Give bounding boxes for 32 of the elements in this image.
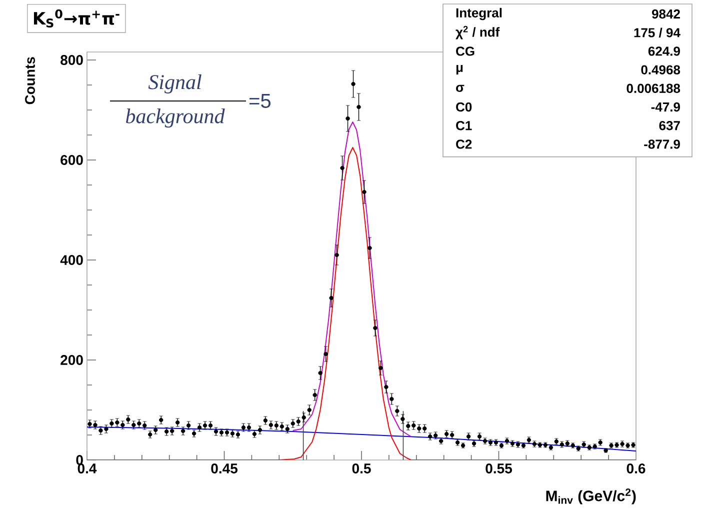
text: 0.4968 xyxy=(641,65,680,74)
chart-title: K$_{S}$$^{0}$→π$^{+}$π$^{-}$ xyxy=(34,9,120,28)
annotation: background xyxy=(126,108,225,128)
x-tick-label: 0.6 xyxy=(626,464,646,474)
x-tick-label: 0.4 xyxy=(78,464,97,474)
y-axis-title: Counts xyxy=(25,57,35,104)
y-tick-label: 800 xyxy=(60,55,83,65)
annotation: μ xyxy=(456,65,463,75)
line-series xyxy=(292,122,412,437)
x-tick-label: 0.45 xyxy=(211,464,238,474)
x-tick-label: 0.55 xyxy=(486,464,512,474)
text: χ$^{2}$ / ndf xyxy=(456,26,500,40)
annotation: Signal xyxy=(148,74,202,94)
annotation: C0 xyxy=(456,102,472,112)
text: 9842 xyxy=(652,9,680,19)
text: -877.9 xyxy=(644,140,680,149)
annotation: 0.006188 xyxy=(626,84,680,93)
x-tick-label: 0.5 xyxy=(352,464,371,474)
y-tick-label: 600 xyxy=(60,155,83,165)
y-tick-label: 200 xyxy=(60,355,83,365)
text: 624.9 xyxy=(648,46,680,56)
annotation: C1 xyxy=(456,120,472,130)
annotation: C2 xyxy=(456,140,472,149)
x-axis-title: M$_{inv}$ (GeV/c$^{2}$) xyxy=(546,488,636,504)
text: -47.9 xyxy=(651,102,680,112)
text: 175 / 94 xyxy=(634,28,680,38)
text: Integral xyxy=(456,8,502,20)
y-tick-label: 400 xyxy=(60,255,83,265)
annotation: CG xyxy=(456,46,474,56)
text: 637 xyxy=(659,120,680,130)
annotation: σ xyxy=(456,84,464,92)
annotation: =5 xyxy=(250,94,271,108)
